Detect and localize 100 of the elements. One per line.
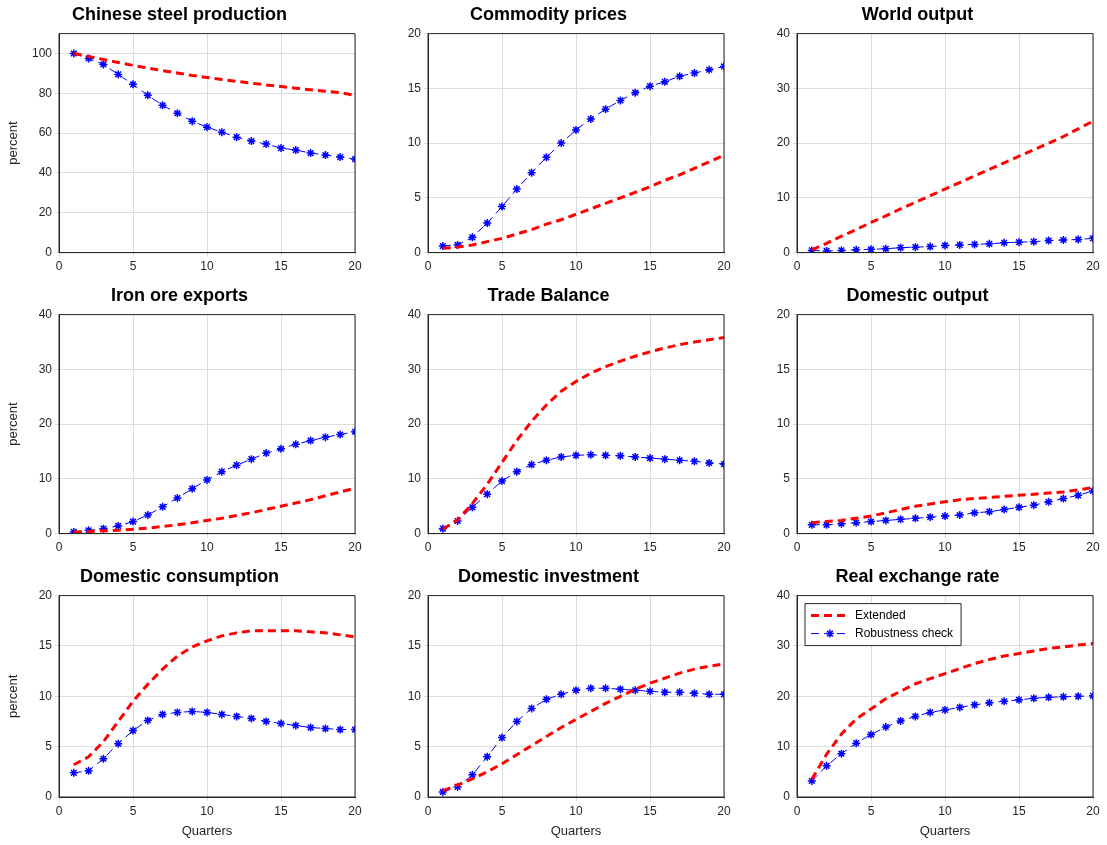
y-tick-label: 5 <box>414 190 422 205</box>
y-tick-label: 0 <box>783 244 791 259</box>
point <box>556 689 566 700</box>
point <box>1073 691 1083 702</box>
x-tick-label: 0 <box>793 803 801 818</box>
point <box>645 453 655 463</box>
y-tick-label: 15 <box>776 361 791 376</box>
point <box>157 100 168 111</box>
point <box>83 766 94 776</box>
point <box>1058 493 1069 504</box>
point <box>276 143 286 153</box>
point <box>335 724 345 735</box>
point <box>187 116 197 126</box>
point <box>526 703 537 714</box>
x-tick-label: 5 <box>867 540 875 555</box>
y-tick-label: 5 <box>45 738 53 753</box>
point <box>526 459 537 470</box>
x-tick-label: 0 <box>424 540 432 555</box>
point <box>895 514 906 525</box>
x-axis-title: Quarters <box>919 822 971 838</box>
point <box>217 466 227 477</box>
point <box>1014 695 1024 705</box>
point <box>999 504 1009 515</box>
x-tick-label: 5 <box>867 259 875 274</box>
point <box>217 127 227 137</box>
point <box>1073 490 1083 501</box>
point <box>866 516 876 527</box>
point <box>674 71 685 82</box>
chart-title: Domestic consumption <box>79 565 280 586</box>
point <box>128 725 138 736</box>
y-tick-label: 20 <box>407 25 422 40</box>
point <box>83 525 94 534</box>
point <box>276 443 286 454</box>
point <box>895 716 906 726</box>
point <box>113 738 123 749</box>
x-tick-label: 15 <box>1012 803 1026 818</box>
point <box>881 722 891 732</box>
point <box>600 104 611 114</box>
point <box>202 707 212 718</box>
x-tick-label: 0 <box>55 803 63 818</box>
point <box>940 511 950 521</box>
point <box>452 782 463 792</box>
point <box>955 702 965 713</box>
point <box>231 460 242 470</box>
y-tick-label: 30 <box>776 638 791 653</box>
y-tick-label: 10 <box>776 416 791 431</box>
y-tick-label: 10 <box>38 471 53 486</box>
point <box>467 502 478 513</box>
point <box>1043 692 1054 703</box>
point <box>571 685 581 696</box>
x-tick-label: 10 <box>569 259 583 274</box>
x-tick-label: 0 <box>424 259 432 274</box>
chart-title: Commodity prices <box>469 3 628 24</box>
y-tick-label: 20 <box>38 416 53 431</box>
point <box>984 698 995 708</box>
point <box>571 450 581 461</box>
point <box>157 502 168 512</box>
point <box>586 450 596 460</box>
y-tick-label: 5 <box>783 471 791 486</box>
point <box>128 516 138 527</box>
line-series <box>441 662 724 793</box>
point <box>910 513 921 524</box>
point <box>467 770 478 780</box>
point <box>660 77 670 87</box>
y-tick-label: 10 <box>776 190 791 205</box>
point <box>83 53 94 64</box>
point <box>261 139 271 149</box>
y-tick-label: 10 <box>407 135 422 150</box>
point <box>291 145 301 155</box>
y-tick-label: 0 <box>783 789 791 804</box>
point <box>261 448 271 458</box>
x-tick-label: 10 <box>938 540 952 555</box>
x-axis-title: Quarters <box>550 822 602 838</box>
point <box>955 510 965 520</box>
point <box>452 240 463 250</box>
point <box>438 787 448 797</box>
y-tick-label: 40 <box>776 25 791 40</box>
x-tick-label: 10 <box>200 803 214 818</box>
point <box>276 718 286 729</box>
y-tick-label: 10 <box>776 738 791 753</box>
x-tick-label: 5 <box>867 803 875 818</box>
x-tick-label: 5 <box>498 259 506 274</box>
point <box>98 523 109 534</box>
point <box>645 686 655 697</box>
x-tick-label: 20 <box>348 259 362 274</box>
point <box>438 241 448 251</box>
x-tick-label: 15 <box>643 803 657 818</box>
point <box>246 713 257 724</box>
y-tick-label: 0 <box>414 244 422 259</box>
legend-label: Robustness check <box>855 625 955 640</box>
point <box>291 720 301 731</box>
point <box>452 516 463 526</box>
legend-label: Extended <box>855 607 906 622</box>
x-tick-label: 20 <box>1086 540 1100 555</box>
point <box>172 108 183 118</box>
x-tick-label: 5 <box>129 803 137 818</box>
line-series <box>441 153 724 250</box>
y-axis-title: percent <box>5 121 21 165</box>
point <box>615 684 626 694</box>
point <box>807 776 817 786</box>
